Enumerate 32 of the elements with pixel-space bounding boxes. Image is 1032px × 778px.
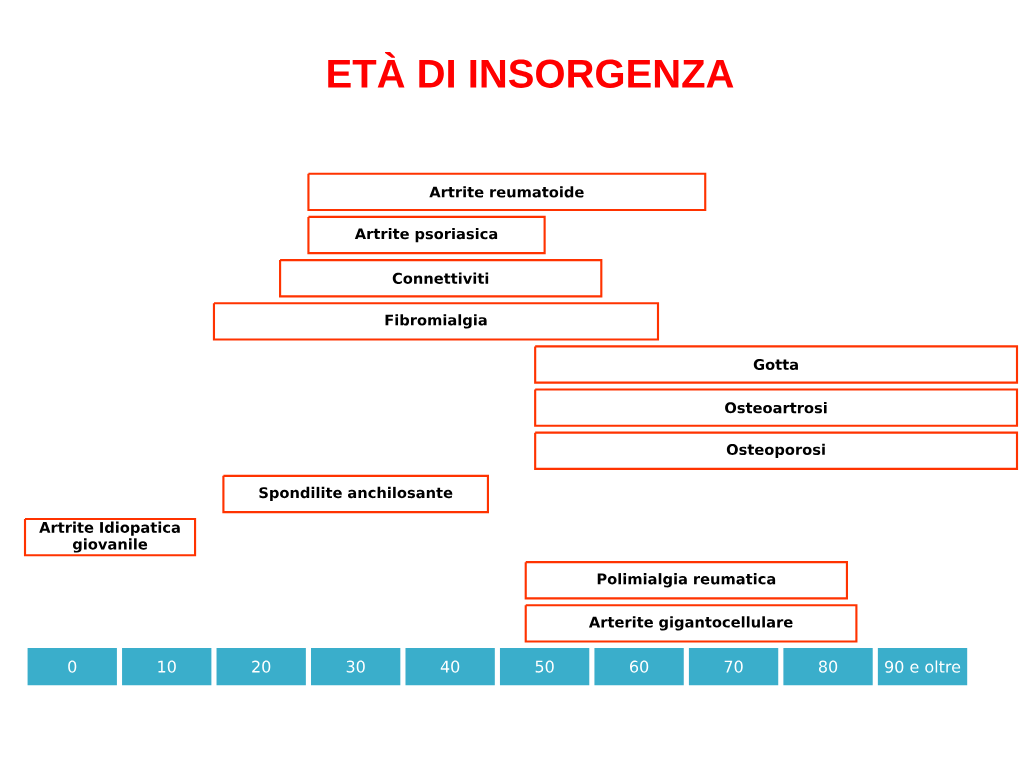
x-tick-label: 10 — [158, 660, 176, 673]
x-tick-label: 40 — [440, 660, 460, 673]
y-tick-label: Connettiviti — [392, 272, 489, 284]
bar — [534, 431, 1019, 471]
bar — [212, 302, 660, 341]
y-tick-label: Gotta — [753, 358, 798, 371]
x-tick-label: 20 — [252, 660, 271, 673]
x-tick-label: 30 — [346, 660, 365, 673]
bar — [534, 388, 1019, 427]
bar — [524, 604, 858, 643]
x-tick-label: 70 — [724, 660, 743, 673]
x-tick-label: 60 — [630, 660, 649, 673]
x-tick-label: 80 — [818, 660, 838, 673]
y-tick-label: Fibromialgia — [385, 314, 487, 329]
y-tick-label: Polimialgia reumatica — [597, 573, 776, 588]
chart-title: ETÀ DI INSORGENZA — [328, 52, 734, 88]
bar — [307, 215, 546, 255]
x-tick-label: 0 — [68, 660, 77, 673]
bar — [222, 474, 490, 514]
y-tick-label: Artrite psoriasica — [354, 227, 498, 243]
x-tick-label: 90 e oltre — [885, 660, 961, 673]
y-tick-label: Artrite reumatoide — [429, 186, 584, 198]
bar — [524, 561, 849, 600]
bar — [534, 345, 1019, 384]
y-tick-label: Osteoporosi — [726, 443, 825, 458]
y-tick-label: Osteoartrosi — [725, 401, 827, 414]
x-tick-label: 50 — [535, 660, 554, 673]
y-tick-label: Spondilite anchilosante — [259, 486, 453, 502]
y-tick-label: Artrite Idiopatica giovanile — [39, 521, 180, 553]
bar — [279, 259, 603, 298]
bar — [307, 172, 707, 212]
y-tick-label: Arterite gigantocellulare — [588, 616, 793, 631]
